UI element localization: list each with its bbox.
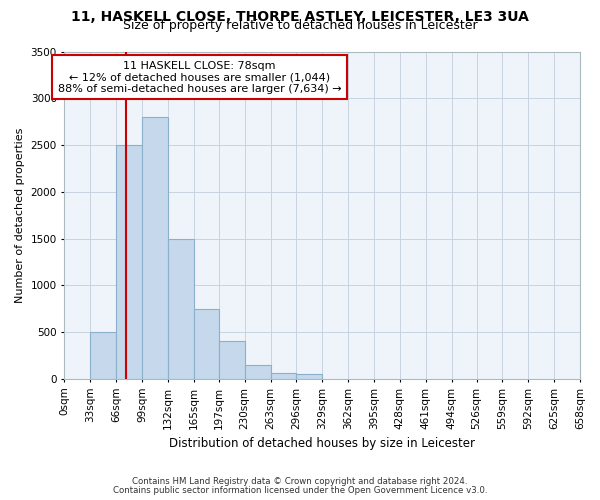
Bar xyxy=(271,374,296,379)
Bar xyxy=(219,342,245,379)
Bar xyxy=(168,238,194,379)
Bar xyxy=(142,117,168,379)
Bar xyxy=(91,332,116,379)
Bar xyxy=(296,374,322,379)
Bar xyxy=(116,145,142,379)
Text: Contains HM Land Registry data © Crown copyright and database right 2024.: Contains HM Land Registry data © Crown c… xyxy=(132,477,468,486)
Bar xyxy=(194,308,219,379)
X-axis label: Distribution of detached houses by size in Leicester: Distribution of detached houses by size … xyxy=(169,437,475,450)
Text: 11 HASKELL CLOSE: 78sqm
← 12% of detached houses are smaller (1,044)
88% of semi: 11 HASKELL CLOSE: 78sqm ← 12% of detache… xyxy=(58,60,341,94)
Y-axis label: Number of detached properties: Number of detached properties xyxy=(15,128,25,303)
Text: Contains public sector information licensed under the Open Government Licence v3: Contains public sector information licen… xyxy=(113,486,487,495)
Text: Size of property relative to detached houses in Leicester: Size of property relative to detached ho… xyxy=(122,19,478,32)
Text: 11, HASKELL CLOSE, THORPE ASTLEY, LEICESTER, LE3 3UA: 11, HASKELL CLOSE, THORPE ASTLEY, LEICES… xyxy=(71,10,529,24)
Bar xyxy=(245,365,271,379)
